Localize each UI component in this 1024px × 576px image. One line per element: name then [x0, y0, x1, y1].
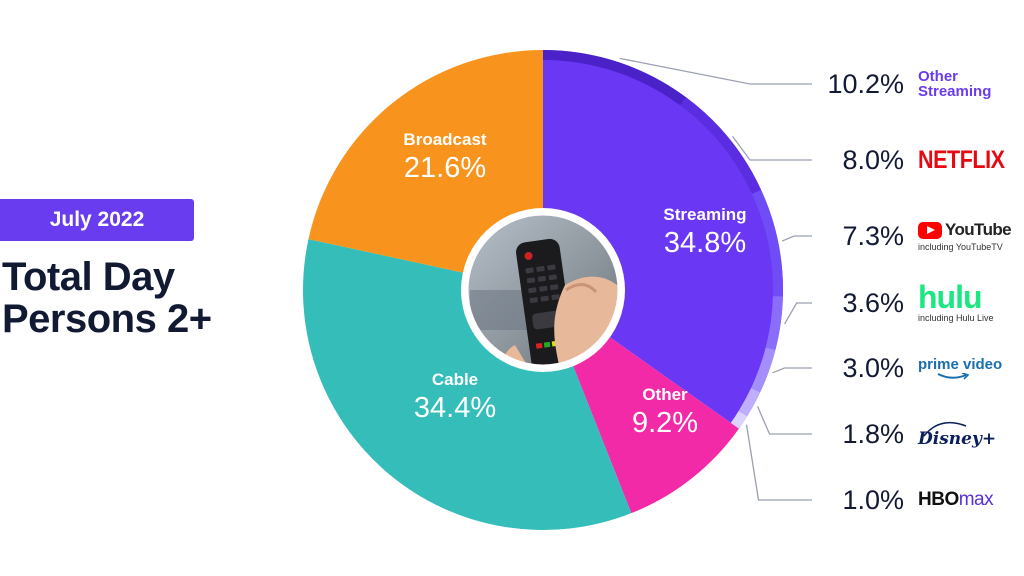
prime-video-wordmark: prime video: [918, 355, 1003, 373]
title-line-1: Total Day: [2, 255, 175, 299]
youtube-play-icon: [918, 221, 942, 239]
legend-pct-netflix: 8.0%: [842, 144, 904, 175]
slice-value-cable: 34.4%: [414, 392, 496, 424]
page-title: Total Day Persons 2+: [2, 256, 212, 340]
connector-line-3: [784, 302, 812, 325]
date-badge: July 2022: [0, 199, 194, 241]
ring-segment-4: [751, 347, 776, 393]
slice-value-other: 9.2%: [632, 407, 698, 439]
legend-row-disney: 1.8% Disney+: [808, 414, 1018, 454]
legend-pct-youtube: 7.3%: [842, 220, 904, 251]
ring-segment-1: [680, 97, 762, 195]
slice-broadcast: [308, 50, 543, 290]
max-wordmark: max: [958, 489, 994, 510]
connector-line-2: [781, 235, 812, 242]
slice-label-broadcast: Broadcast: [403, 130, 486, 149]
legend-row-hbomax: 1.0% HBOmax: [808, 480, 1018, 520]
ring-segment-0: [543, 50, 687, 106]
legend-row-other-streaming: 10.2% Other Streaming: [808, 64, 1018, 104]
hulu-wordmark: hulu: [918, 279, 983, 315]
ring-segment-2: [752, 189, 783, 297]
prime-video-logo-icon: prime video: [918, 348, 1018, 388]
other-streaming-label: Other Streaming: [918, 64, 1018, 104]
legend-pct-other-streaming: 10.2%: [827, 68, 904, 99]
legend-row-netflix: 8.0% NETFLIX: [808, 140, 1018, 180]
youtube-logo-icon: YouTube including YouTubeTV: [918, 216, 1018, 256]
connector-line-6: [745, 424, 812, 501]
youtube-sublabel: including YouTubeTV: [918, 242, 1003, 252]
hulu-logo-icon: hulu including Hulu Live: [918, 279, 1018, 323]
legend-pct-hulu: 3.6%: [842, 287, 904, 318]
ring-segment-6: [730, 410, 748, 429]
slice-label-other: Other: [642, 385, 688, 404]
netflix-logo-icon: NETFLIX: [918, 140, 1018, 180]
other-streaming-line2: Streaming: [918, 83, 992, 100]
legend-pct-prime: 3.0%: [842, 352, 904, 383]
legend-row-prime: 3.0% prime video: [808, 348, 1018, 388]
hbo-max-wordmark: HBOmax: [918, 489, 994, 511]
connector-line-5: [756, 406, 812, 435]
slice-label-cable: Cable: [432, 370, 478, 389]
disney-plus-wordmark: Disney+: [918, 429, 997, 449]
disney-plus-logo-icon: Disney+: [918, 414, 1018, 454]
prime-smile-icon: [937, 372, 970, 380]
connector-line-0: [619, 57, 812, 85]
connector-line-1: [732, 135, 812, 161]
legend-pct-disney: 1.8%: [842, 418, 904, 449]
title-line-2: Persons 2+: [2, 297, 212, 341]
ring-segment-3: [765, 296, 783, 350]
slice-label-streaming: Streaming: [663, 205, 746, 224]
hbo-wordmark: HBO: [918, 489, 959, 510]
hulu-sublabel: including Hulu Live: [918, 313, 994, 323]
other-streaming-line1: Other: [918, 68, 959, 85]
legend-row-hulu: 3.6% hulu including Hulu Live: [808, 279, 1018, 323]
youtube-wordmark: YouTube: [945, 220, 1012, 239]
hbo-max-logo-icon: HBOmax: [918, 480, 1018, 520]
connector-line-4: [772, 367, 812, 374]
date-badge-text: July 2022: [49, 208, 145, 231]
legend-row-youtube: 7.3% YouTube including YouTubeTV: [808, 216, 1018, 256]
slice-value-broadcast: 21.6%: [404, 152, 486, 184]
slice-value-streaming: 34.8%: [664, 227, 746, 259]
disney-arc-icon: [923, 421, 967, 437]
netflix-wordmark: NETFLIX: [918, 145, 1005, 174]
ring-segment-5: [738, 388, 761, 417]
legend-pct-hbomax: 1.0%: [842, 484, 904, 515]
